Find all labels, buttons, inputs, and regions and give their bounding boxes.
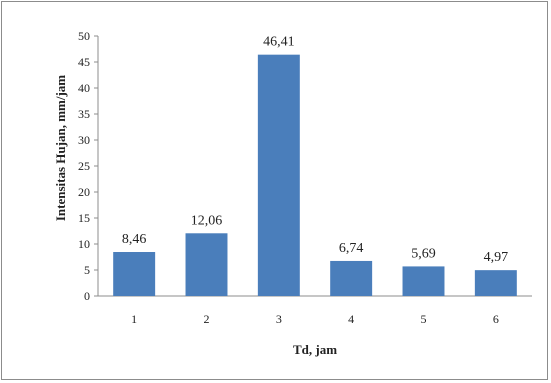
y-tick-label: 50 <box>78 29 90 43</box>
y-tick-label: 30 <box>78 133 90 147</box>
x-axis: 1 2 3 4 5 6 <box>98 295 532 326</box>
y-tick-label: 15 <box>78 211 90 225</box>
y-axis: 0 5 10 15 20 25 30 35 40 45 50 <box>78 29 99 303</box>
y-tick-label: 5 <box>84 263 90 277</box>
data-label-3: 46,41 <box>263 35 295 50</box>
y-tick-label: 35 <box>78 107 90 121</box>
y-tick-label: 0 <box>84 289 90 303</box>
x-axis-title: Td, jam <box>293 342 337 357</box>
y-tick-label: 10 <box>78 237 90 251</box>
data-label-1: 8,46 <box>122 232 147 247</box>
y-tick-label: 45 <box>78 55 90 69</box>
y-tick-label: 40 <box>78 81 90 95</box>
data-label-6: 4,97 <box>484 250 509 265</box>
x-tick-label: 4 <box>348 312 354 326</box>
bar-1 <box>113 252 156 296</box>
x-tick-label: 5 <box>421 312 427 326</box>
bar-6 <box>474 270 517 296</box>
data-label-2: 12,06 <box>191 213 223 228</box>
x-tick-label: 6 <box>493 312 499 326</box>
bar-3 <box>257 54 300 296</box>
data-label-5: 5,69 <box>411 246 436 261</box>
bars <box>113 54 517 296</box>
bar-4 <box>330 260 373 296</box>
x-tick-label: 2 <box>204 312 210 326</box>
x-tick-label: 3 <box>276 312 282 326</box>
bar-5 <box>402 266 445 296</box>
data-labels: 8,46 12,06 46,41 6,74 5,69 4,97 <box>122 35 508 265</box>
y-axis-title: Intensitas Hujan, mm/jam <box>53 75 68 221</box>
bar-2 <box>185 233 228 296</box>
y-tick-label: 25 <box>78 159 90 173</box>
x-tick-label: 1 <box>131 312 137 326</box>
data-label-4: 6,74 <box>339 241 364 256</box>
y-tick-label: 20 <box>78 185 90 199</box>
